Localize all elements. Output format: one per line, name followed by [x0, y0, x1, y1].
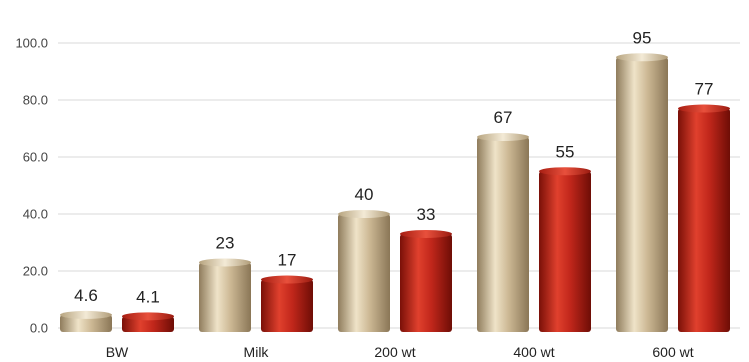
bar-cap: [261, 275, 313, 284]
bar-body: [539, 171, 591, 332]
bar-body: [338, 214, 390, 332]
bar-cap: [338, 210, 390, 218]
data-label: 40: [355, 185, 374, 204]
category-label: BW: [106, 344, 129, 360]
bar-body: [477, 137, 529, 332]
bar-cap: [477, 133, 529, 142]
bar-body: [122, 316, 174, 332]
bar: [477, 133, 529, 332]
y-tick-label: 100.0: [15, 36, 48, 51]
bar-cap: [199, 258, 251, 267]
data-label: 33: [417, 205, 436, 224]
bar-body: [400, 233, 452, 332]
data-label: 77: [695, 80, 714, 99]
bars: [60, 53, 730, 332]
category-label: Milk: [244, 344, 270, 360]
bar: [400, 229, 452, 332]
x-axis-category-labels: BW Milk 200 wt 400 wt 600 wt: [106, 344, 694, 360]
data-label: 95: [633, 28, 652, 47]
bar-cap: [616, 53, 668, 62]
bar: [199, 258, 251, 332]
data-label: 67: [494, 108, 513, 127]
bar: [678, 104, 730, 332]
bar-cap: [400, 229, 452, 238]
bar-cap: [539, 167, 591, 176]
bar: [539, 167, 591, 332]
y-tick-label: 80.0: [23, 93, 48, 108]
data-label: 4.6: [74, 286, 98, 305]
y-tick-label: 0.0: [30, 321, 48, 336]
bar-body: [60, 314, 112, 332]
bar: [338, 210, 390, 332]
data-label: 17: [278, 251, 297, 270]
y-axis-tick-labels: 0.0 20.0 40.0 60.0 80.0 100.0: [15, 36, 48, 336]
data-label: 4.1: [136, 287, 160, 306]
bar-body: [678, 108, 730, 332]
category-label: 200 wt: [374, 344, 415, 360]
bar-body: [199, 262, 251, 332]
y-tick-label: 20.0: [23, 264, 48, 279]
category-label: 600 wt: [652, 344, 693, 360]
bar-cap: [122, 312, 174, 321]
bar: [261, 275, 313, 332]
data-label: 23: [216, 233, 235, 252]
bar: [60, 310, 112, 332]
bar: [616, 53, 668, 332]
bar-body: [616, 57, 668, 332]
category-label: 400 wt: [513, 344, 554, 360]
data-label: 55: [556, 142, 575, 161]
bar: [122, 312, 174, 332]
y-tick-label: 40.0: [23, 207, 48, 222]
y-tick-label: 60.0: [23, 150, 48, 165]
bar-cap: [678, 104, 730, 113]
bar-body: [261, 279, 313, 332]
bar-cap: [60, 310, 112, 319]
data-labels: 4.6 4.1 23 17 40 33 67 55 95 77: [74, 28, 713, 306]
